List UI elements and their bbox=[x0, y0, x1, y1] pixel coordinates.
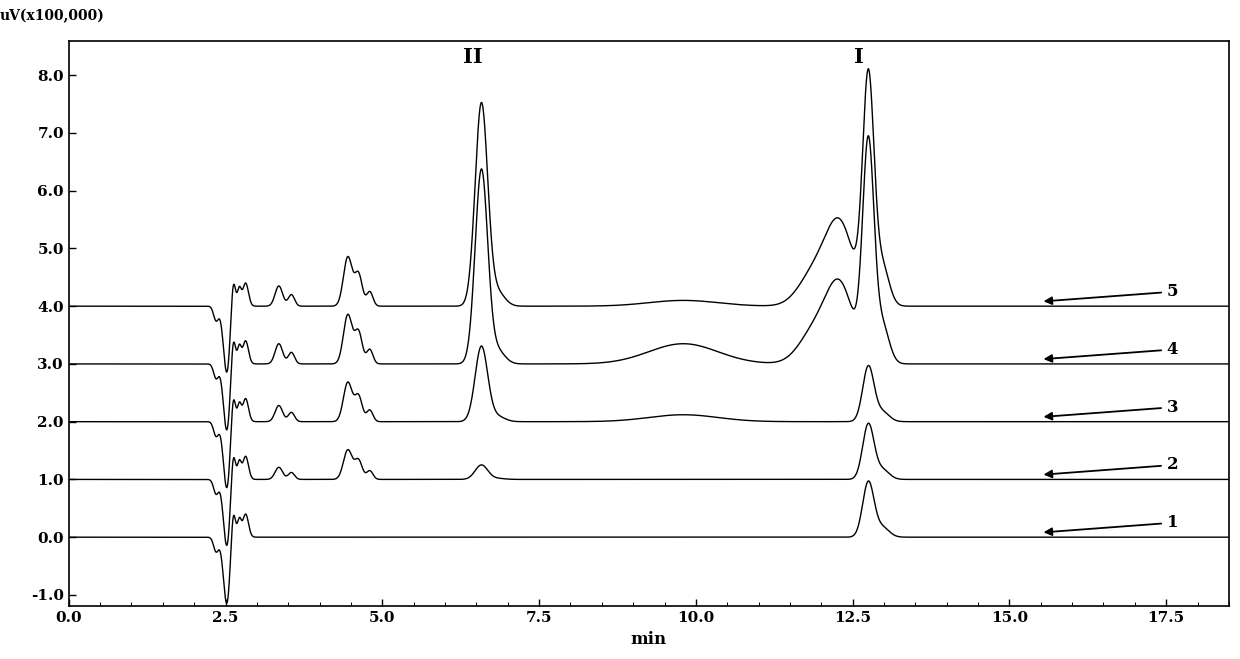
Text: II: II bbox=[464, 47, 484, 67]
X-axis label: min: min bbox=[631, 631, 667, 648]
Text: 5: 5 bbox=[1045, 283, 1178, 304]
Text: 2: 2 bbox=[1045, 457, 1178, 477]
Text: 3: 3 bbox=[1045, 399, 1178, 420]
Text: I: I bbox=[854, 47, 864, 67]
Text: uV(x100,000): uV(x100,000) bbox=[0, 9, 104, 24]
Text: 1: 1 bbox=[1045, 514, 1178, 535]
Text: 4: 4 bbox=[1045, 341, 1178, 362]
